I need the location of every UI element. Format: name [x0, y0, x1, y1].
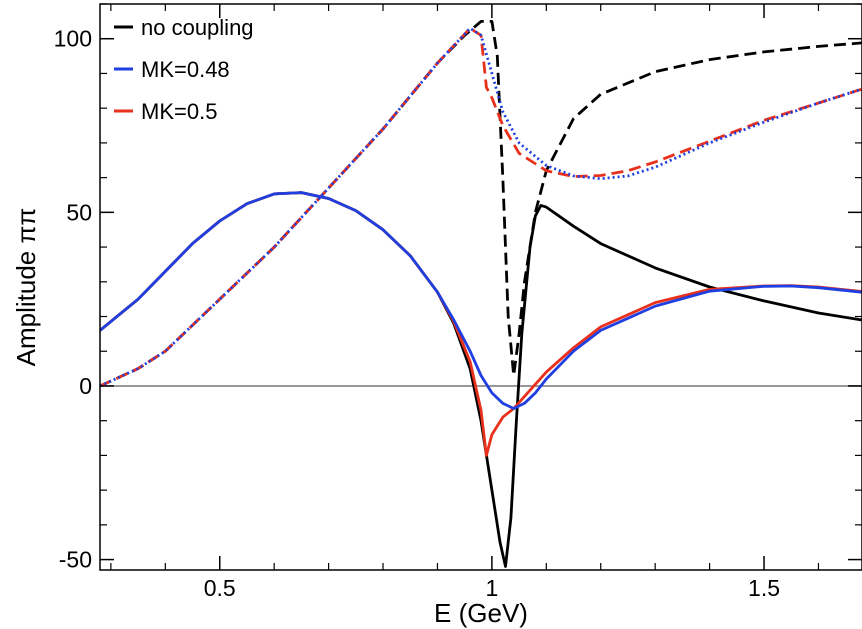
x-tick-label: 0.5 [204, 575, 236, 601]
series-line-no-coupling-solid [100, 191, 862, 568]
x-tick-label: 1.5 [748, 575, 780, 601]
legend: no coupling MK=0.48 MK=0.5 [114, 15, 254, 124]
y-tick-label: -50 [59, 547, 92, 573]
y-tick-label: 100 [54, 26, 92, 52]
legend-label: MK=0.48 [141, 57, 230, 82]
plot-frame [99, 3, 862, 571]
series-line-mk-0-5-solid [100, 191, 862, 457]
legend-label: MK=0.5 [141, 99, 217, 124]
tick-layer: 0.5 1 1.5 -50 0 50 100 [54, 3, 862, 601]
series-layer [100, 20, 862, 568]
legend-label: no coupling [141, 15, 254, 40]
series-line-mk-0-5-dashed [100, 26, 862, 388]
series-line-mk-0-48-dotted [100, 26, 862, 388]
x-tick-label: 1 [485, 575, 498, 601]
series-line-mk-0-48-solid [100, 191, 862, 410]
y-axis-title: Amplitude ππ [11, 208, 41, 367]
x-axis-title: E (GeV) [434, 598, 528, 628]
y-tick-label: 0 [79, 373, 92, 399]
y-tick-label: 50 [66, 199, 92, 225]
